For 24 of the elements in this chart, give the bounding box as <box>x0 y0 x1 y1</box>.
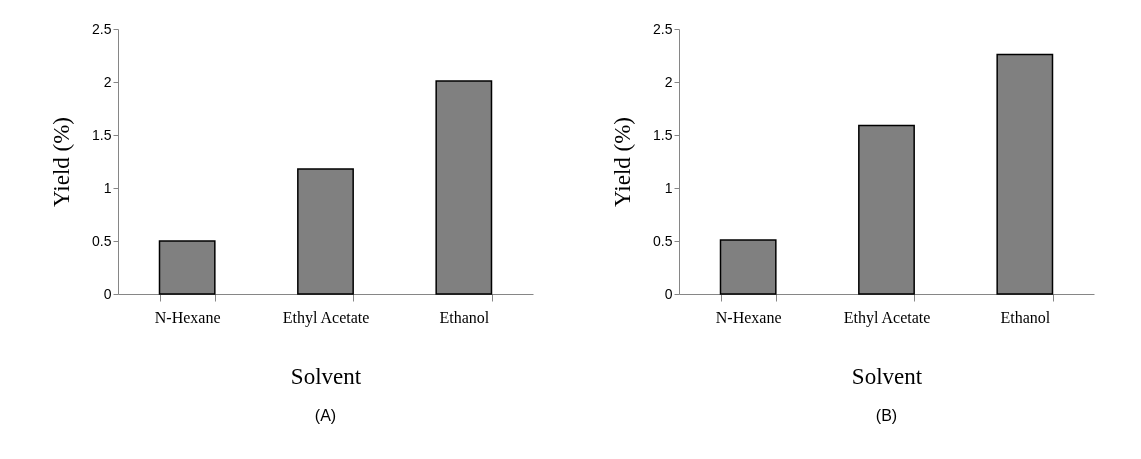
text: (B) <box>875 407 898 424</box>
y-tick-label: 2 <box>664 73 673 90</box>
y-tick-label: 2.5 <box>653 20 673 37</box>
text: (A) <box>314 407 337 424</box>
y-tick-label: 1 <box>103 179 112 196</box>
y-tick-label: 2.5 <box>92 20 112 37</box>
y-tick-label: 1 <box>664 179 673 196</box>
y-tick-label: 2 <box>103 73 112 90</box>
y-tick-label: 0 <box>103 285 112 302</box>
y-tick-label: 0.5 <box>653 232 673 249</box>
y-tick-label: 0 <box>664 285 673 302</box>
x-tick-label: Ethanol <box>1000 308 1051 326</box>
y-axis-title: Yield (%) <box>49 116 75 208</box>
y-tick-label: 1.5 <box>92 126 112 143</box>
y-tick-label: 1.5 <box>653 126 673 143</box>
x-tick-label: N-Hexane <box>154 308 221 326</box>
x-axis-title: Solvent <box>851 363 923 389</box>
x-axis-title: Solvent <box>290 363 362 389</box>
x-tick-label: N-Hexane <box>715 308 782 326</box>
y-axis-title: Yield (%) <box>610 116 636 208</box>
x-tick-label: Ethyl Acetate <box>282 308 370 327</box>
x-tick-label: Ethanol <box>439 308 490 326</box>
x-tick-label: Ethyl Acetate <box>843 308 931 327</box>
y-tick-label: 0.5 <box>92 232 112 249</box>
